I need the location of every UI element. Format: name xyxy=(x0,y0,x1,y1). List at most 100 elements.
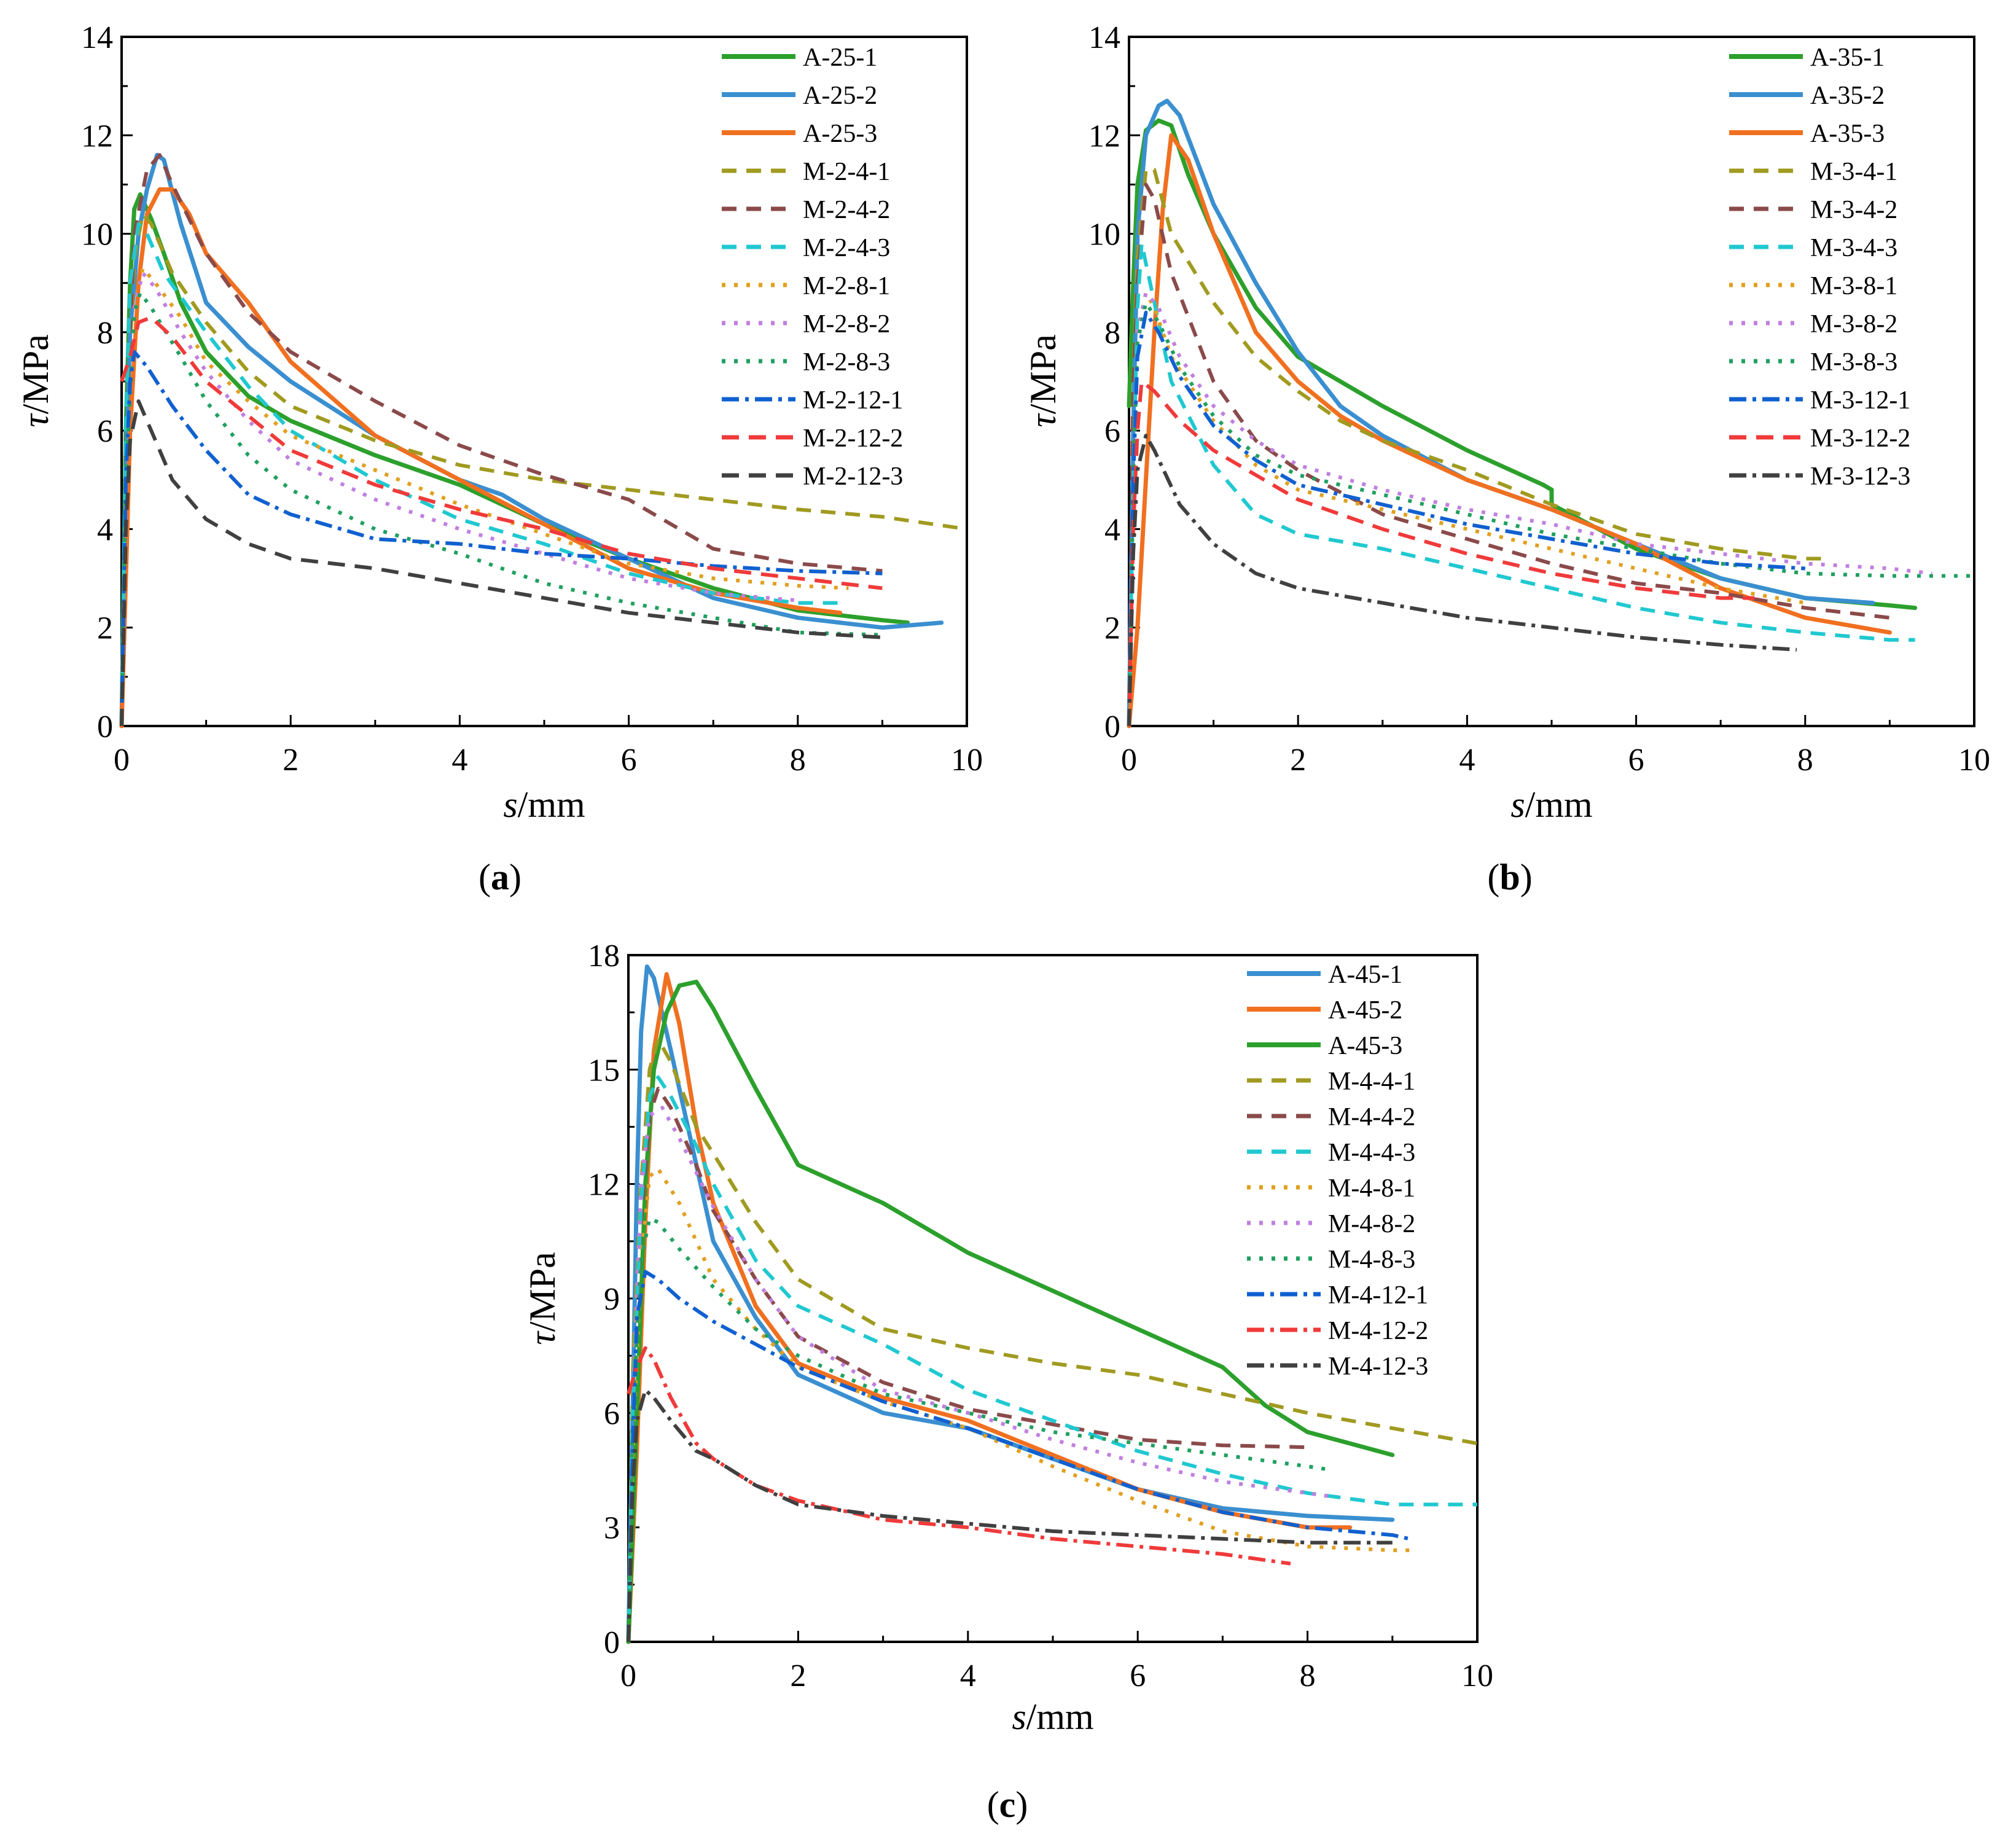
x-tick-label: 8 xyxy=(790,743,806,778)
legend-label: M-3-8-1 xyxy=(1810,272,1897,300)
y-axis-label-c: τ/MPa xyxy=(522,1252,563,1345)
y-tick-label: 9 xyxy=(604,1282,620,1317)
axis-unit: /MPa xyxy=(15,334,56,414)
legend-label: M-4-12-1 xyxy=(1328,1281,1428,1310)
series-line-M-3-4-3 xyxy=(1127,241,1915,727)
series-line-M-3-12-1 xyxy=(1127,310,1805,727)
x-axis-label-b: s/mm xyxy=(1510,784,1592,825)
panel-label-c: (c) xyxy=(987,1784,1028,1825)
x-tick-label: 10 xyxy=(1958,743,1990,778)
panel-label-c-open: ( xyxy=(987,1784,999,1825)
axis-variable: s xyxy=(1012,1697,1026,1737)
y-tick-label: 8 xyxy=(97,316,113,351)
y-axis-label-a: τ/MPa xyxy=(15,334,56,428)
x-tick-label: 6 xyxy=(1628,743,1644,778)
y-tick-label: 2 xyxy=(1104,611,1120,646)
legend-label: M-4-4-2 xyxy=(1328,1103,1415,1131)
y-tick-label: 8 xyxy=(1104,316,1120,351)
legend-label: M-2-8-3 xyxy=(803,348,890,377)
panel-label-a-close: ) xyxy=(509,857,522,897)
axis-variable: τ xyxy=(15,413,56,428)
legend-label: M-3-4-1 xyxy=(1810,158,1897,186)
x-tick-label: 6 xyxy=(1130,1658,1146,1693)
series-line-M-3-4-2 xyxy=(1127,182,1890,727)
series-line-M-4-12-3 xyxy=(627,1388,1393,1642)
series-line-A-45-3 xyxy=(626,980,1395,1644)
grid-ticks-a: 0 2 4 6 8 10 0 2 4 6 8 10 12 14 xyxy=(81,20,983,778)
axis-variable: τ xyxy=(522,1330,563,1345)
series-line-M-2-8-2 xyxy=(120,271,799,727)
legend-label: A-25-3 xyxy=(803,120,877,148)
legend-label: M-3-4-3 xyxy=(1810,234,1897,262)
series-line-M-2-4-1 xyxy=(120,212,967,727)
legend-label: M-2-4-1 xyxy=(803,158,890,186)
panel-label-b-open: ( xyxy=(1487,857,1499,897)
legend-label: M-2-12-2 xyxy=(803,424,903,453)
legend-label: M-4-4-3 xyxy=(1328,1139,1415,1167)
series-line-M-4-12-1 xyxy=(627,1270,1410,1642)
series-c xyxy=(626,964,1478,1644)
axis-unit: /MPa xyxy=(522,1252,563,1332)
chart-c: 0 2 4 6 8 10 0 3 6 9 12 15 18 A-45-1 A-45-2 A-45-3 M-4-… xyxy=(522,939,1493,1825)
series-line-M-4-8-2 xyxy=(627,1106,1334,1642)
x-tick-label: 0 xyxy=(620,1658,636,1693)
legend-label: A-45-2 xyxy=(1328,996,1402,1025)
legend-label: M-3-8-3 xyxy=(1810,348,1897,377)
grid-ticks-c: 0 2 4 6 8 10 0 3 6 9 12 15 18 xyxy=(588,939,1493,1693)
x-tick-label: 0 xyxy=(114,743,130,778)
panel-label-a-letter: a xyxy=(491,857,509,897)
legend-label: A-35-2 xyxy=(1810,82,1885,110)
series-line-M-2-12-2 xyxy=(120,315,883,590)
legend-label: M-2-8-2 xyxy=(803,310,890,338)
series-line-M-4-4-3 xyxy=(627,1075,1477,1642)
y-tick-label: 2 xyxy=(97,611,113,646)
x-tick-label: 4 xyxy=(960,1658,976,1693)
legend-label: A-45-1 xyxy=(1328,961,1402,989)
chart-a: 0 2 4 6 8 10 0 2 4 6 8 10 12 14 A-25-1 A-25-2 A-25-3 M-2… xyxy=(15,20,983,897)
panel-label-a: (a) xyxy=(479,857,522,897)
legend-label: M-4-12-3 xyxy=(1328,1353,1428,1381)
axis-unit: /mm xyxy=(1026,1697,1094,1737)
series-line-A-25-1 xyxy=(119,192,910,728)
x-tick-label: 6 xyxy=(621,743,637,778)
series-line-M-2-4-2 xyxy=(120,153,883,727)
y-tick-label: 12 xyxy=(588,1168,620,1203)
x-tick-label: 10 xyxy=(1461,1658,1493,1693)
y-axis-label-b: τ/MPa xyxy=(1023,334,1063,428)
panel-label-c-letter: c xyxy=(999,1784,1016,1825)
axis-variable: τ xyxy=(1023,413,1063,428)
x-axis-label-c: s/mm xyxy=(1012,1697,1093,1737)
series-line-M-2-12-3 xyxy=(120,399,883,727)
legend-label: A-35-1 xyxy=(1810,44,1885,72)
x-tick-label: 8 xyxy=(1797,743,1813,778)
x-tick-label: 8 xyxy=(1300,1658,1316,1693)
axis-unit: /mm xyxy=(1525,784,1593,825)
panel-label-b-letter: b xyxy=(1499,857,1520,897)
y-tick-label: 18 xyxy=(588,939,620,974)
legend-label: M-2-8-1 xyxy=(803,272,890,300)
legend-b: A-35-1 A-35-2 A-35-3 M-3-4-1 M-3-4-2 M-3-4-3 M… xyxy=(1729,44,1910,491)
x-tick-label: 4 xyxy=(1459,743,1475,778)
y-tick-label: 12 xyxy=(1088,119,1120,154)
y-tick-label: 6 xyxy=(1104,414,1120,449)
legend-label: M-4-8-2 xyxy=(1328,1210,1415,1238)
y-tick-label: 6 xyxy=(97,414,113,449)
panel-label-a-open: ( xyxy=(479,857,491,897)
y-tick-label: 3 xyxy=(604,1511,620,1546)
legend-a: A-25-1 A-25-2 A-25-3 M-2-4-1 M-2-4-2 M-2-4-3 M… xyxy=(722,44,903,491)
y-tick-label: 10 xyxy=(81,217,113,252)
legend-label: M-4-4-1 xyxy=(1328,1068,1415,1096)
y-tick-label: 10 xyxy=(1088,217,1120,252)
legend-label: M-3-12-2 xyxy=(1810,424,1910,453)
series-line-M-3-12-3 xyxy=(1127,434,1797,727)
legend-label: M-4-8-1 xyxy=(1328,1174,1415,1203)
legend-label: M-4-12-2 xyxy=(1328,1317,1428,1345)
chart-b: 0 2 4 6 8 10 0 2 4 6 8 10 12 14 A-35-1 A-35-2 A-35-3 M-3… xyxy=(1023,20,1990,897)
axis-unit: /mm xyxy=(518,784,585,825)
legend-c: A-45-1 A-45-2 A-45-3 M-4-4-1 M-4-4-2 M-4-4-3 M… xyxy=(1247,961,1428,1381)
legend-label: M-2-12-1 xyxy=(803,386,903,415)
legend-label: M-3-12-3 xyxy=(1810,463,1910,491)
x-tick-label: 2 xyxy=(1290,743,1306,778)
y-tick-label: 0 xyxy=(1104,709,1120,744)
